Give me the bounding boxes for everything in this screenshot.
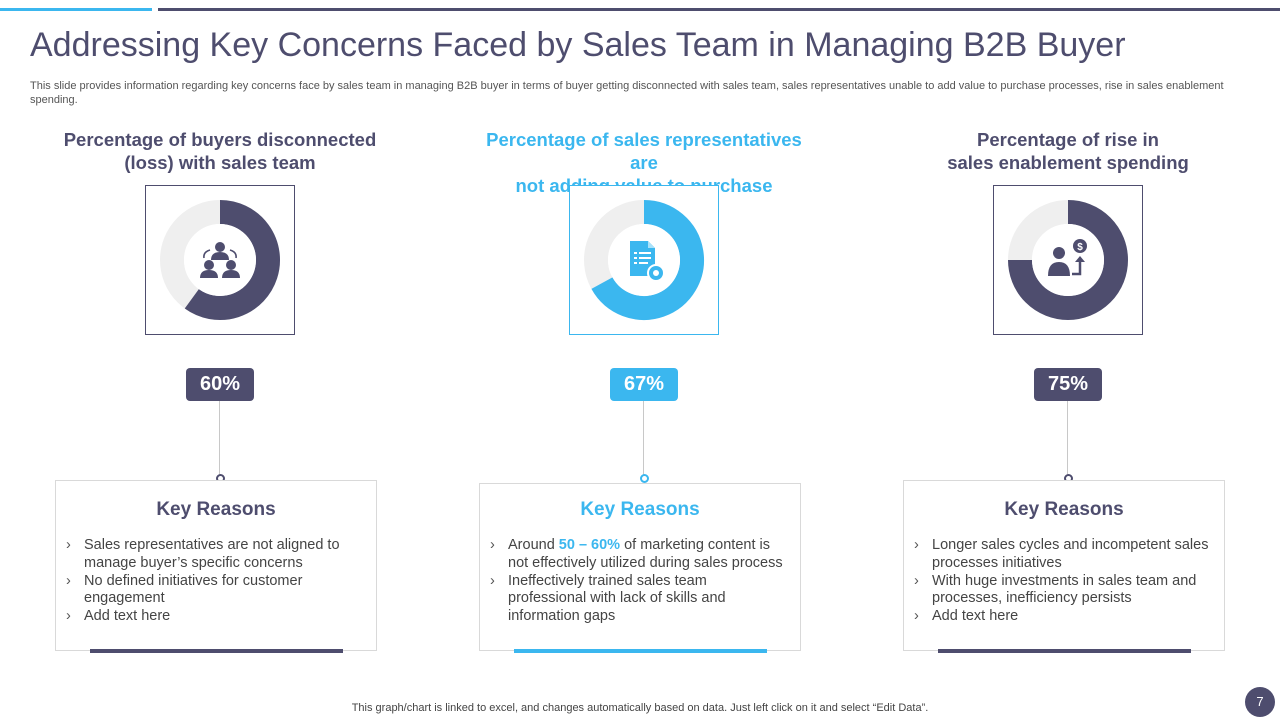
metric-title: Percentage of buyers disconnected (loss)… xyxy=(55,128,385,174)
metric-column-3: Percentage of rise in sales enablement s… xyxy=(903,0,1233,720)
chevron-right-icon: › xyxy=(914,608,919,625)
list-item: › No defined initiatives for customer eng… xyxy=(66,572,303,607)
percentage-badge: 75% xyxy=(1034,368,1102,401)
chevron-right-icon: › xyxy=(490,572,495,589)
footer-note: This graph/chart is linked to excel, and… xyxy=(351,702,929,714)
chevron-right-icon: › xyxy=(914,537,919,553)
key-reasons-title: Key Reasons xyxy=(156,499,276,520)
card-bottom-bar xyxy=(90,649,343,653)
chevron-right-icon: › xyxy=(66,608,71,625)
page-title: Addressing Key Concerns Faced by Sales T… xyxy=(30,26,1126,64)
person-dollar-growth-icon: $ xyxy=(1048,239,1087,276)
document-gear-icon xyxy=(630,241,665,282)
metric-title-line-1: Percentage of sales representatives are xyxy=(486,129,802,173)
chevron-right-icon: › xyxy=(490,537,495,553)
key-reasons-list: › Longer sales cycles and incompetent sal… xyxy=(914,537,1209,626)
key-reasons-card: Key Reasons › Sales representatives are n… xyxy=(55,480,377,651)
metric-title-line-2: sales enablement spending xyxy=(947,152,1189,173)
percentage-badge: 60% xyxy=(186,368,254,401)
donut-chart[interactable] xyxy=(570,186,718,334)
metric-title-line-1: Percentage of rise in xyxy=(977,129,1159,150)
card-bottom-bar xyxy=(938,649,1191,653)
page-number: 7 xyxy=(1245,687,1275,717)
donut-chart-box[interactable] xyxy=(569,185,719,335)
list-item: › With huge investments in sales team and… xyxy=(914,572,1197,607)
list-item: › Sales representatives are not aligned t… xyxy=(66,537,340,571)
people-network-icon xyxy=(200,242,240,278)
top-accent-bar xyxy=(0,8,152,11)
connector-line xyxy=(643,401,644,475)
donut-chart-box[interactable]: $ xyxy=(993,185,1143,335)
list-item: › Around 50 – 60% of marketing content is… xyxy=(490,537,783,571)
card-bottom-bar xyxy=(514,649,767,653)
metric-title-line-2: (loss) with sales team xyxy=(124,152,316,173)
metric-column-1: Percentage of buyers disconnected (loss)… xyxy=(55,0,385,720)
connector-line xyxy=(1067,401,1068,475)
svg-text:$: $ xyxy=(1077,242,1083,253)
list-item: › Ineffectively trained sales team profes… xyxy=(490,572,726,625)
metric-column-2: Percentage of sales representatives are … xyxy=(479,0,809,720)
donut-slice-value[interactable] xyxy=(591,200,704,320)
chevron-right-icon: › xyxy=(914,572,919,589)
highlight-range: 50 – 60% xyxy=(558,537,621,553)
percentage-badge: 67% xyxy=(610,368,678,401)
metric-title: Percentage of rise in sales enablement s… xyxy=(903,128,1233,174)
list-item: › Longer sales cycles and incompetent sal… xyxy=(914,537,1209,571)
key-reasons-card: Key Reasons › Longer sales cycles and inc… xyxy=(903,480,1225,651)
key-reasons-title: Key Reasons xyxy=(1004,499,1124,520)
connector-line xyxy=(219,401,220,475)
list-item: › Add text here xyxy=(66,608,171,625)
donut-chart[interactable] xyxy=(146,186,294,334)
top-divider-bar xyxy=(158,8,1280,11)
donut-chart-box[interactable] xyxy=(145,185,295,335)
donut-chart[interactable]: $ xyxy=(994,186,1142,334)
key-reasons-card: Key Reasons › Around 50 – 60% of marketin… xyxy=(479,483,801,651)
donut-slice-value[interactable] xyxy=(1008,200,1128,320)
donut-slice-value[interactable] xyxy=(184,200,280,320)
list-item: › Add text here xyxy=(914,608,1019,625)
connector-dot xyxy=(640,474,649,483)
metric-title-line-1: Percentage of buyers disconnected xyxy=(63,129,377,150)
chevron-right-icon: › xyxy=(66,537,71,553)
page-subtitle: This slide provides information regardin… xyxy=(30,80,1224,106)
chevron-right-icon: › xyxy=(66,572,71,589)
key-reasons-list: › Around 50 – 60% of marketing content is… xyxy=(490,537,785,626)
key-reasons-list: › Sales representatives are not aligned t… xyxy=(66,537,361,626)
donut-hole xyxy=(1032,224,1104,296)
key-reasons-title: Key Reasons xyxy=(580,499,700,520)
